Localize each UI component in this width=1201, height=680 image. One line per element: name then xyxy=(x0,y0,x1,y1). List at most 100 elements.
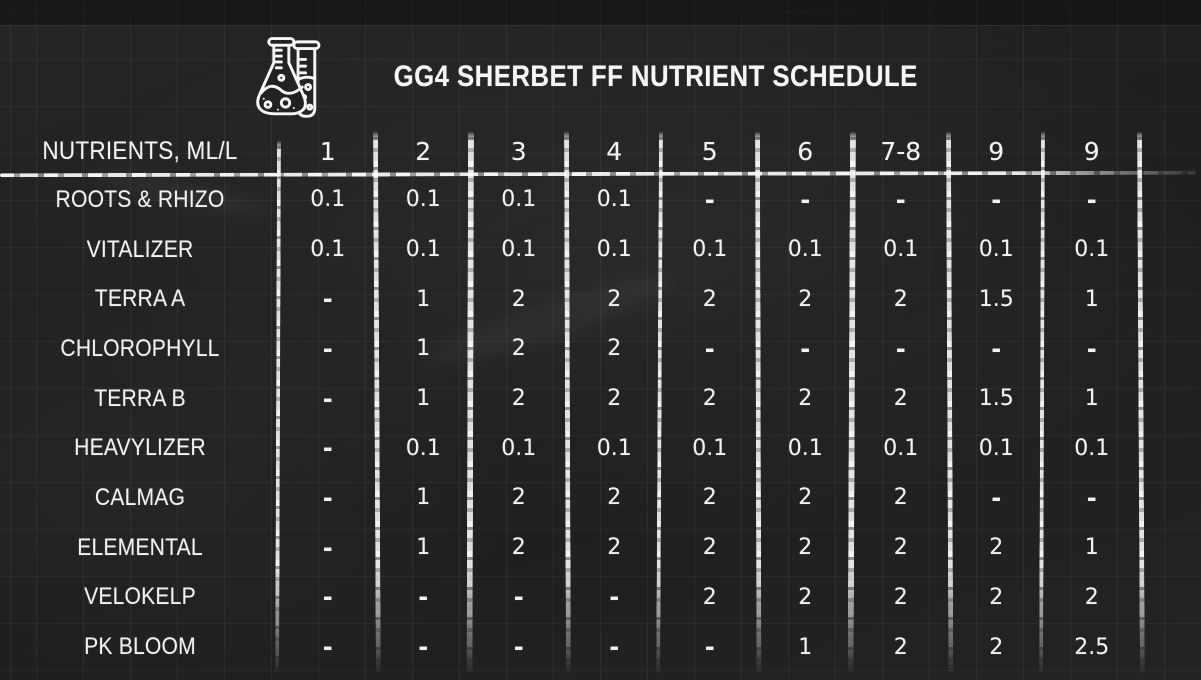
value-cell: 2 xyxy=(607,336,622,362)
top-border-strip xyxy=(0,0,1201,26)
value-cell: 1 xyxy=(1084,386,1099,412)
value-cell: - xyxy=(800,185,811,214)
value-cell: 2 xyxy=(798,386,813,412)
value-cell: 1 xyxy=(416,535,431,561)
column-header-week: 2 xyxy=(415,137,432,166)
value-cell: 2 xyxy=(702,286,717,312)
value-cell: 2 xyxy=(702,535,717,561)
value-cell: - xyxy=(609,583,620,612)
value-cell: 0.1 xyxy=(596,237,632,263)
table-row: ELEMENTAL - 1 2 2 2 2 2 2 1 xyxy=(0,523,1201,573)
value-cell: 2 xyxy=(798,485,813,511)
value-cell: 0.1 xyxy=(405,435,441,461)
value-cell: - xyxy=(322,384,333,413)
value-cell: 2 xyxy=(893,634,908,660)
column-header-week: 1 xyxy=(319,137,336,166)
value-cell: 2 xyxy=(702,386,717,412)
page-title: GG4 SHERBET FF NUTRIENT SCHEDULE xyxy=(393,59,918,93)
value-cell: 2 xyxy=(607,286,622,312)
value-cell: 1 xyxy=(416,485,431,511)
table-row: CHLOROPHYLL - 1 2 2 - - - - - xyxy=(0,324,1201,374)
value-cell: 2 xyxy=(511,386,526,412)
nutrient-schedule-table: NUTRIENTS, ML/L 1 2 3 4 5 6 7-8 9 9 ROOTS & RHIZ… xyxy=(0,128,1201,680)
value-cell: 0.1 xyxy=(596,187,632,213)
row-label: HEAVYLIZER xyxy=(74,434,206,462)
value-cell: 2 xyxy=(607,485,622,511)
value-cell: 2 xyxy=(989,584,1004,610)
value-cell: 2 xyxy=(989,634,1004,660)
value-cell: 0.1 xyxy=(978,435,1014,461)
value-cell: 2 xyxy=(511,485,526,511)
value-cell: 2 xyxy=(893,535,908,561)
value-cell: - xyxy=(322,483,333,512)
value-cell: 0.1 xyxy=(405,187,441,213)
table-row: VELOKELP - - - - 2 2 2 2 2 xyxy=(0,573,1201,623)
value-cell: - xyxy=(704,633,715,662)
value-cell: 2.5 xyxy=(1074,634,1110,660)
column-header-nutrients: NUTRIENTS, ML/L xyxy=(42,137,238,165)
value-cell: 1.5 xyxy=(978,386,1014,412)
table-body: ROOTS & RHIZO 0.1 0.1 0.1 0.1 - - - - - VITALIZE… xyxy=(0,175,1201,672)
value-cell: - xyxy=(322,583,333,612)
value-cell: 2 xyxy=(607,535,622,561)
value-cell: 0.1 xyxy=(1074,435,1110,461)
value-cell: - xyxy=(704,334,715,363)
table-row: HEAVYLIZER - 0.1 0.1 0.1 0.1 0.1 0.1 0.1 0.1 xyxy=(0,423,1201,473)
value-cell: - xyxy=(418,633,429,662)
row-label: ROOTS & RHIZO xyxy=(55,185,225,213)
value-cell: - xyxy=(322,434,333,463)
column-header-week: 5 xyxy=(701,137,718,166)
table-row: TERRA A - 1 2 2 2 2 2 1.5 1 xyxy=(0,274,1201,324)
value-cell: 0.1 xyxy=(1074,237,1110,263)
header: GG4 SHERBET FF NUTRIENT SCHEDULE xyxy=(0,25,1201,128)
column-header-week: 9 xyxy=(1083,137,1100,166)
value-cell: 2 xyxy=(798,535,813,561)
table-row: PK BLOOM - - - - - 1 2 2 2.5 xyxy=(0,622,1201,672)
table-row: VITALIZER 0.1 0.1 0.1 0.1 0.1 0.1 0.1 0.1 0.1 xyxy=(0,225,1201,275)
column-header-week: 6 xyxy=(797,137,814,166)
value-cell: 1 xyxy=(416,336,431,362)
value-cell: 2 xyxy=(702,485,717,511)
value-cell: 0.1 xyxy=(883,237,919,263)
value-cell: 2 xyxy=(798,584,813,610)
value-cell: - xyxy=(991,334,1002,363)
lab-flasks-icon xyxy=(256,36,321,118)
value-cell: 0.1 xyxy=(787,237,823,263)
table-row: ROOTS & RHIZO 0.1 0.1 0.1 0.1 - - - - - xyxy=(0,175,1201,225)
value-cell: 2 xyxy=(511,336,526,362)
value-cell: 2 xyxy=(798,286,813,312)
value-cell: 1 xyxy=(1084,535,1099,561)
value-cell: - xyxy=(609,633,620,662)
value-cell: 0.1 xyxy=(310,237,346,263)
value-cell: 2 xyxy=(511,286,526,312)
value-cell: 2 xyxy=(893,286,908,312)
value-cell: - xyxy=(1086,185,1097,214)
value-cell: 0.1 xyxy=(883,435,919,461)
value-cell: - xyxy=(418,583,429,612)
column-header-week: 4 xyxy=(606,137,623,166)
value-cell: 2 xyxy=(989,535,1004,561)
value-cell: - xyxy=(800,334,811,363)
value-cell: - xyxy=(513,583,524,612)
value-cell: - xyxy=(895,185,906,214)
table-header-row: NUTRIENTS, ML/L 1 2 3 4 5 6 7-8 9 9 xyxy=(0,128,1201,175)
value-cell: - xyxy=(322,633,333,662)
value-cell: 1 xyxy=(416,386,431,412)
value-cell: 2 xyxy=(702,584,717,610)
value-cell: 0.1 xyxy=(501,435,537,461)
value-cell: 0.1 xyxy=(501,237,537,263)
table-row: CALMAG - 1 2 2 2 2 2 - - xyxy=(0,473,1201,523)
value-cell: 2 xyxy=(511,535,526,561)
value-cell: - xyxy=(513,633,524,662)
value-cell: 0.1 xyxy=(310,187,346,213)
column-header-week: 9 xyxy=(988,137,1005,166)
value-cell: - xyxy=(322,285,333,314)
row-label: CALMAG xyxy=(94,483,186,511)
value-cell: 0.1 xyxy=(501,187,537,213)
value-cell: - xyxy=(322,533,333,562)
value-cell: 2 xyxy=(893,584,908,610)
value-cell: - xyxy=(991,185,1002,214)
value-cell: - xyxy=(704,185,715,214)
value-cell: - xyxy=(895,334,906,363)
